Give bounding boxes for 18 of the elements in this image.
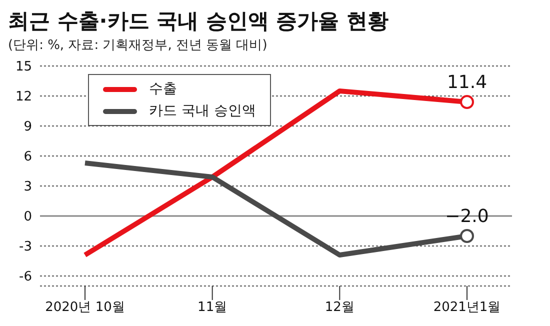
y-tick-label: 15 <box>15 60 32 75</box>
y-tick-label: 12 <box>15 90 32 105</box>
y-tick-label: 3 <box>24 180 32 195</box>
y-tick-label: 9 <box>24 120 32 135</box>
legend-label: 카드 국내 승인액 <box>149 102 256 120</box>
chart-title: 최근 수출·카드 국내 승인액 증가율 현황 <box>8 8 390 34</box>
y-tick-label: -6 <box>19 270 32 285</box>
x-tick-label: 2021년1월 <box>433 300 501 316</box>
y-tick-label: 6 <box>24 150 32 165</box>
chart-subtitle: (단위: %, 자료: 기획재정부, 전년 동월 대비) <box>8 37 268 54</box>
data-label: −2.0 <box>445 206 489 227</box>
legend-label: 수출 <box>149 80 177 98</box>
x-tick-label: 12월 <box>324 300 354 316</box>
x-tick-label: 11월 <box>198 300 228 316</box>
y-tick-label: -3 <box>19 240 32 255</box>
data-label: 11.4 <box>446 72 488 93</box>
x-tick-label: 2020년 10월 <box>45 300 125 316</box>
y-tick-label: 0 <box>24 210 32 225</box>
